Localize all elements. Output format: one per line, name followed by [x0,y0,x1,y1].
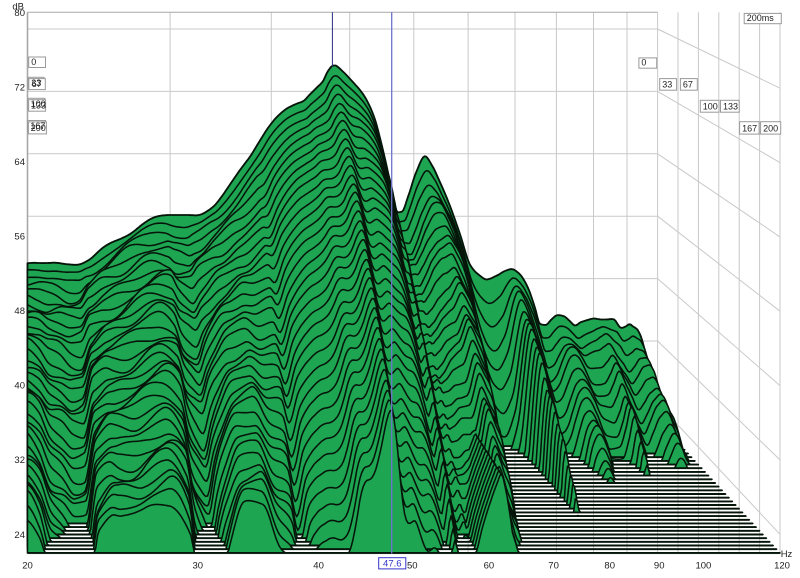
svg-text:56: 56 [14,232,25,243]
svg-text:200: 200 [31,123,46,133]
svg-text:100: 100 [31,99,46,109]
svg-text:72: 72 [14,83,25,94]
svg-text:133: 133 [723,102,738,112]
svg-text:70: 70 [548,561,559,572]
svg-text:100: 100 [695,561,711,572]
svg-text:33: 33 [662,80,672,90]
svg-text:24: 24 [14,530,25,541]
svg-text:47.6: 47.6 [383,559,402,570]
svg-text:80: 80 [604,561,615,572]
svg-text:Hz: Hz [781,549,793,560]
svg-text:33: 33 [31,78,41,88]
svg-text:90: 90 [654,561,665,572]
svg-text:133: 133 [31,100,46,110]
svg-text:32: 32 [14,455,25,466]
svg-text:dB: dB [12,2,24,13]
svg-text:120: 120 [774,561,790,572]
svg-text:40: 40 [14,381,25,392]
svg-text:80: 80 [14,8,25,19]
svg-text:200: 200 [763,124,778,134]
svg-text:0: 0 [31,57,36,67]
svg-text:20: 20 [22,561,33,572]
svg-text:167: 167 [742,124,757,134]
svg-text:0: 0 [641,58,646,68]
svg-text:60: 60 [484,561,495,572]
svg-text:40: 40 [313,561,324,572]
svg-text:64: 64 [14,157,25,168]
svg-text:67: 67 [32,79,42,89]
svg-text:100: 100 [703,102,718,112]
svg-text:30: 30 [193,561,204,572]
svg-text:67: 67 [683,80,693,90]
svg-text:200ms: 200ms [747,13,775,23]
svg-text:50: 50 [407,561,418,572]
svg-text:48: 48 [14,306,25,317]
svg-text:167: 167 [30,121,45,131]
